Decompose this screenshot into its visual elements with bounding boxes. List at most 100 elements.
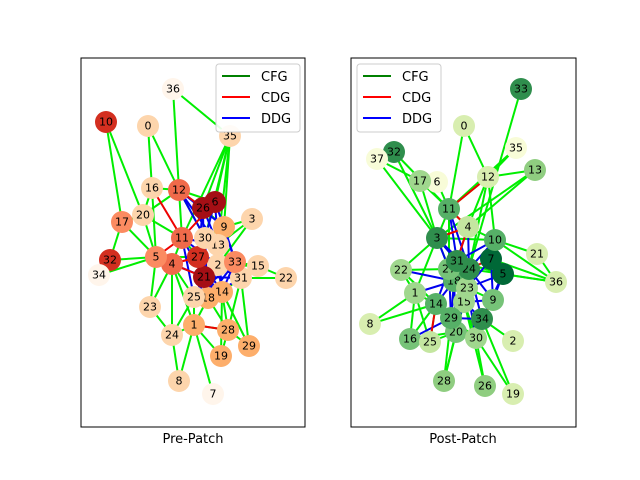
node-label: 13 xyxy=(528,164,542,177)
node-3 xyxy=(241,208,263,230)
node-label: 21 xyxy=(197,271,211,284)
cfg-edge xyxy=(494,239,557,283)
node-11 xyxy=(438,198,460,220)
node-label: 31 xyxy=(450,255,464,268)
node-label: 16 xyxy=(145,182,159,195)
node-label: 3 xyxy=(249,213,256,226)
cfg-edge xyxy=(105,121,123,223)
legend-label-ddg: DDG xyxy=(261,112,291,127)
cfg-edge xyxy=(172,88,180,191)
node-33 xyxy=(510,78,532,100)
node-12 xyxy=(477,166,499,188)
node-label: 12 xyxy=(481,171,495,184)
node-24 xyxy=(161,324,183,346)
node-label: 8 xyxy=(367,318,374,331)
node-32 xyxy=(383,141,405,163)
node-28 xyxy=(217,319,239,341)
node-label: 1 xyxy=(412,287,419,300)
node-label: 27 xyxy=(191,251,205,264)
node-26 xyxy=(474,375,496,397)
node-label: 9 xyxy=(221,221,228,234)
node-label: 0 xyxy=(461,120,468,133)
node-34 xyxy=(471,308,493,330)
node-label: 35 xyxy=(509,142,523,155)
node-label: 36 xyxy=(549,276,563,289)
node-label: 29 xyxy=(444,312,458,325)
node-label: 16 xyxy=(403,333,417,346)
node-1 xyxy=(183,314,205,336)
node-2 xyxy=(502,330,524,352)
node-label: 19 xyxy=(214,350,228,363)
node-label: 14 xyxy=(429,298,443,311)
node-8 xyxy=(168,370,190,392)
legend-label-cfg: CFG xyxy=(261,70,288,85)
node-label: 1 xyxy=(191,319,198,332)
node-label: 37 xyxy=(370,153,384,166)
node-label: 25 xyxy=(187,291,201,304)
node-label: 32 xyxy=(103,254,117,267)
node-28 xyxy=(433,370,455,392)
node-label: 7 xyxy=(488,253,495,266)
node-35 xyxy=(505,137,527,159)
node-30 xyxy=(465,327,487,349)
node-9 xyxy=(482,289,504,311)
node-20 xyxy=(132,204,154,226)
cfg-edge xyxy=(376,158,438,239)
node-label: 2 xyxy=(510,335,517,348)
node-22 xyxy=(275,267,297,289)
node-label: 21 xyxy=(530,248,544,261)
cfg-edge xyxy=(393,151,438,239)
node-13 xyxy=(524,159,546,181)
cfg-edge xyxy=(436,169,536,239)
node-label: 23 xyxy=(143,301,157,314)
node-23 xyxy=(456,277,478,299)
node-label: 4 xyxy=(169,258,176,271)
node-label: 23 xyxy=(460,282,474,295)
node-0 xyxy=(137,115,159,137)
node-14 xyxy=(425,293,447,315)
node-label: 33 xyxy=(228,256,242,269)
post-patch-caption: Post-Patch xyxy=(429,432,497,447)
node-17 xyxy=(111,211,133,233)
node-label: 34 xyxy=(475,313,489,326)
node-3 xyxy=(426,227,448,249)
node-label: 3 xyxy=(434,232,441,245)
node-label: 0 xyxy=(145,120,152,133)
node-23 xyxy=(139,296,161,318)
node-26 xyxy=(192,197,214,219)
cfg-edge xyxy=(369,303,437,325)
node-label: 32 xyxy=(387,146,401,159)
pre-patch-legend: CFG CDG DDG xyxy=(215,63,301,133)
node-19 xyxy=(502,383,524,405)
node-label: 11 xyxy=(442,203,456,216)
node-33 xyxy=(224,251,246,273)
node-1 xyxy=(404,282,426,304)
node-6 xyxy=(426,171,448,193)
node-21 xyxy=(526,243,548,265)
node-label: 33 xyxy=(514,83,528,96)
node-4 xyxy=(457,216,479,238)
node-12 xyxy=(168,179,190,201)
node-label: 35 xyxy=(223,130,237,143)
cfg-edge xyxy=(481,318,514,395)
post-patch-legend: CFG CDG DDG xyxy=(356,63,442,133)
cfg-edge xyxy=(467,169,536,228)
pre-patch-caption: Pre-Patch xyxy=(162,432,223,447)
cfg-edge xyxy=(147,125,180,191)
node-label: 34 xyxy=(92,269,106,282)
node-label: 10 xyxy=(99,116,113,129)
node-label: 7 xyxy=(210,388,217,401)
node-29 xyxy=(440,307,462,329)
node-label: 8 xyxy=(176,375,183,388)
legend-label-cfg: CFG xyxy=(402,70,429,85)
node-36 xyxy=(162,78,184,100)
node-10 xyxy=(484,229,506,251)
cfg-edge xyxy=(193,324,214,395)
post-patch-legend-box xyxy=(356,63,442,133)
node-label: 11 xyxy=(175,232,189,245)
node-27 xyxy=(187,246,209,268)
node-16 xyxy=(399,328,421,350)
